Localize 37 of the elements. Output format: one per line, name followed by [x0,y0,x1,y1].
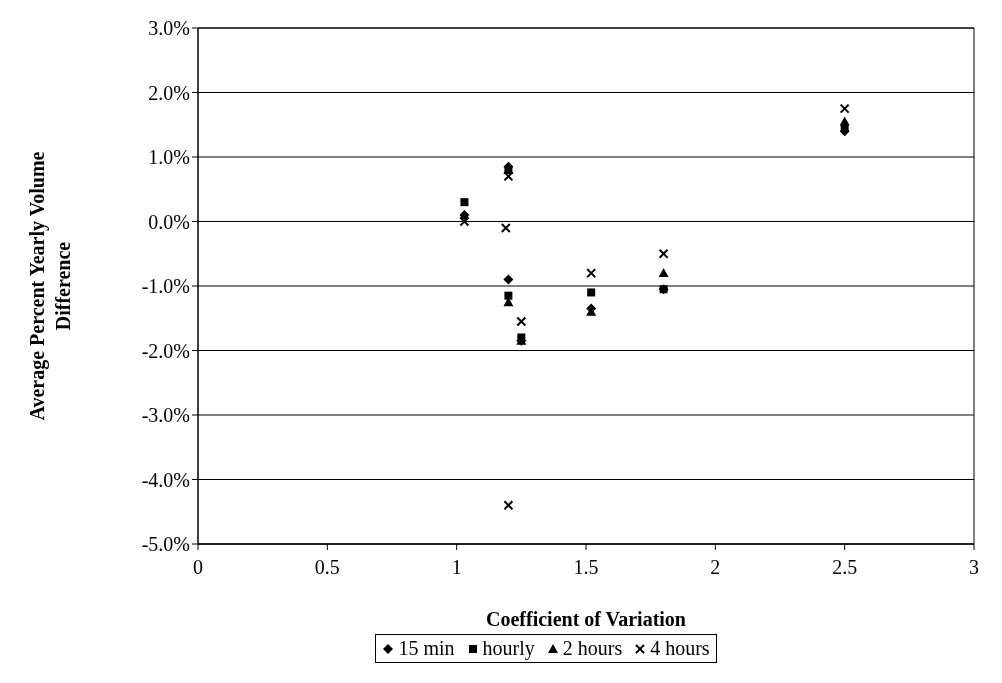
point [503,171,514,182]
point [587,288,596,297]
point [503,500,514,511]
y-axis-title: Average Percent Yearly Volume Difference [26,151,74,421]
y-tick-label: -2.0% [141,339,190,362]
y-tick-label: 3.0% [148,17,190,40]
x-tick-label: 1 [451,556,462,579]
point [658,248,669,259]
point [839,116,850,126]
legend-label: 2 hours [561,637,623,660]
point [460,198,469,207]
y-tick-label: 0.0% [148,210,190,233]
legend-label: hourly [481,637,535,660]
point [504,291,513,300]
x-tick-label: 1.5 [573,556,599,579]
point [516,316,527,327]
point [659,285,668,294]
x-tick-label: 0.5 [314,556,340,579]
point [839,103,850,114]
y-tick-label: -4.0% [141,468,190,491]
point [500,222,511,233]
point [586,268,597,279]
legend-label: 15 min [397,637,455,660]
y-tick-label: -1.0% [141,275,190,298]
x-tick-label: 2 [710,556,721,579]
x-axis-title: Coefficient of Variation [486,608,686,630]
y-tick-label: 2.0% [148,81,190,104]
point [459,216,470,227]
y-tick-label: -5.0% [141,533,190,556]
point [503,274,514,285]
point [658,268,669,278]
x-tick-label: 2.5 [832,556,858,579]
y-tick-label: 1.0% [148,146,190,169]
x-tick-label: 0 [193,556,203,579]
y-tick-label: -3.0% [141,404,190,427]
legend-label: 4 hours [649,637,710,660]
x-tick-label: 3 [969,556,979,579]
